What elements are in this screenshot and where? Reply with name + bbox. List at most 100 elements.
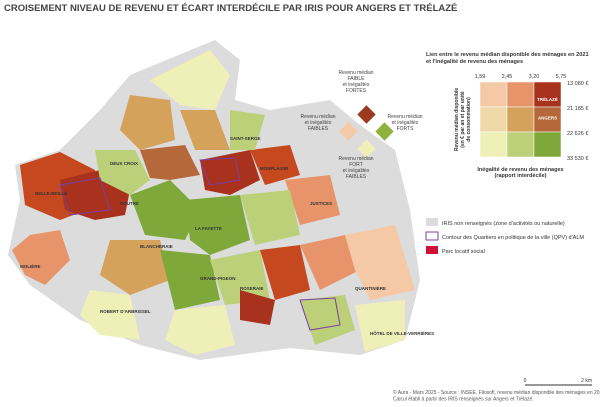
map-label: GRAND-PIGEON bbox=[200, 276, 236, 281]
map-labels: BELLE-BEILLE MOLIÈRE DOUTRE BLANCHERAIE SAIN… bbox=[20, 136, 434, 336]
map-label: ROSERAIE bbox=[240, 286, 264, 291]
y-axis-label-line: Revenu médian disponible bbox=[454, 88, 460, 152]
legend-swatch bbox=[425, 231, 439, 241]
iris bbox=[250, 145, 300, 185]
iris bbox=[100, 240, 170, 295]
iris bbox=[59, 177, 111, 216]
x-tick-label: 1,59 bbox=[475, 74, 486, 80]
diamond-label: et inégalités bbox=[305, 120, 332, 126]
diamond-label: FORTES bbox=[346, 88, 367, 94]
scale-label: 0 bbox=[524, 378, 527, 384]
map-label: DEUX CROIX bbox=[110, 161, 138, 166]
iris bbox=[285, 175, 340, 225]
map-label: MONPLAISIR bbox=[260, 166, 289, 171]
cell-label: TRÉLAZÉ bbox=[537, 95, 558, 102]
y-axis-label: Revenu médian disponible (en € par an et … bbox=[454, 88, 472, 152]
y-tick-label: 13 080 € bbox=[567, 81, 588, 87]
bivariate-cell bbox=[506, 106, 535, 133]
x-axis-label: (rapport interdécile) bbox=[495, 173, 547, 179]
bivariate-cell bbox=[479, 131, 508, 158]
diamond-label: FORTS bbox=[397, 126, 415, 132]
diamond-label: Revenu médian bbox=[300, 114, 335, 120]
bivariate-cell bbox=[533, 106, 562, 133]
diamond-label: Revenu médian bbox=[387, 114, 422, 120]
map-label: DOUTRE bbox=[120, 201, 139, 206]
iris bbox=[130, 180, 200, 240]
diamond-label: Revenu médian bbox=[338, 156, 373, 162]
x-tick-label: 5,75 bbox=[556, 74, 567, 80]
iris bbox=[180, 110, 230, 150]
map-label: SAINT-SERGE bbox=[230, 136, 261, 141]
map bbox=[8, 40, 420, 360]
bivariate-cell bbox=[533, 81, 562, 108]
y-axis-label-line: (en € par an et par unité bbox=[460, 91, 466, 148]
x-axis-label: Inégalité de revenu des ménages bbox=[477, 167, 563, 173]
iris bbox=[150, 50, 230, 110]
map-label: HÔTEL DE VILLE-VERRIÈRES bbox=[370, 329, 434, 336]
iris bbox=[345, 225, 415, 300]
legend: IRIS non renseignés (zone d'activités ou… bbox=[425, 218, 584, 255]
diamond-label: Revenu médian bbox=[338, 70, 373, 76]
iris bbox=[210, 250, 270, 305]
iris bbox=[12, 230, 70, 285]
diamond bbox=[339, 122, 358, 141]
diamond-label: et inégalités bbox=[392, 120, 419, 126]
y-tick-label: 33 530 € bbox=[567, 156, 588, 162]
legend-label: IRIS non renseignés (zone d'activités ou… bbox=[442, 221, 565, 227]
iris bbox=[230, 110, 265, 150]
bivariate-cell bbox=[506, 131, 535, 158]
iris bbox=[355, 300, 405, 352]
y-tick-label: 22 626 € bbox=[567, 131, 588, 137]
diamond-label: FAIBLE bbox=[348, 76, 366, 82]
map-label: ROBERT D'ARBRISSEL bbox=[100, 309, 151, 314]
bivariate-title: et l'inégalité de revenu des ménages bbox=[426, 59, 523, 65]
bivariate-title: Lien entre le revenu médian disponible d… bbox=[426, 52, 589, 58]
legend-label: Contour des Quartiers en politique de la… bbox=[442, 235, 584, 241]
diamond bbox=[357, 139, 376, 158]
diamond-label: et inégalités bbox=[343, 82, 370, 88]
map-label: MOLIÈRE bbox=[20, 262, 41, 269]
cell-label: ANGERS bbox=[538, 116, 557, 121]
scale-label: 2 km bbox=[581, 378, 592, 384]
map-label: BELLE-BEILLE bbox=[35, 191, 67, 196]
bivariate-cell bbox=[533, 131, 562, 158]
iris bbox=[199, 157, 241, 186]
map-label: BLANCHERAIE bbox=[140, 244, 173, 249]
iris bbox=[299, 297, 341, 331]
bivariate-cell bbox=[506, 81, 535, 108]
source: Calcul établi à partir des IRIS renseign… bbox=[393, 397, 534, 403]
iris bbox=[165, 305, 235, 355]
legend-label: Parc locatif social bbox=[442, 249, 485, 255]
diamond-label: FAIBLES bbox=[308, 126, 329, 132]
map-label: JUSTICES bbox=[310, 201, 332, 206]
map-label: LA FAYETTE bbox=[195, 226, 222, 231]
bivariate-legend: Lien entre le revenu médian disponible d… bbox=[426, 52, 589, 179]
y-tick-label: 21 185 € bbox=[567, 106, 588, 112]
x-tick-label: 2,45 bbox=[502, 74, 513, 80]
iris bbox=[160, 250, 220, 310]
iris bbox=[300, 295, 355, 345]
iris bbox=[95, 150, 150, 195]
diamond bbox=[375, 122, 394, 141]
map-label: QUANTINIÈRE bbox=[355, 284, 386, 291]
iris bbox=[300, 235, 360, 290]
diamond bbox=[357, 105, 376, 124]
iris bbox=[240, 290, 275, 325]
diamond-label: FORT bbox=[349, 162, 363, 168]
iris bbox=[80, 290, 140, 340]
iris bbox=[260, 245, 310, 300]
bivariate-cell bbox=[479, 106, 508, 133]
y-axis-label-line: de consommation) bbox=[466, 97, 472, 142]
legend-swatch bbox=[426, 218, 438, 226]
diamond-label: et inégalités bbox=[343, 168, 370, 174]
iris bbox=[185, 195, 250, 255]
iris bbox=[240, 190, 300, 245]
iris bbox=[140, 145, 200, 180]
diamond-label: FAIBLES bbox=[346, 174, 367, 180]
legend-swatch bbox=[426, 246, 438, 254]
iris bbox=[120, 95, 175, 150]
title: CROISEMENT NIVEAU DE REVENU ET ÉCART INT… bbox=[4, 3, 457, 14]
bivariate-cell bbox=[479, 81, 508, 108]
